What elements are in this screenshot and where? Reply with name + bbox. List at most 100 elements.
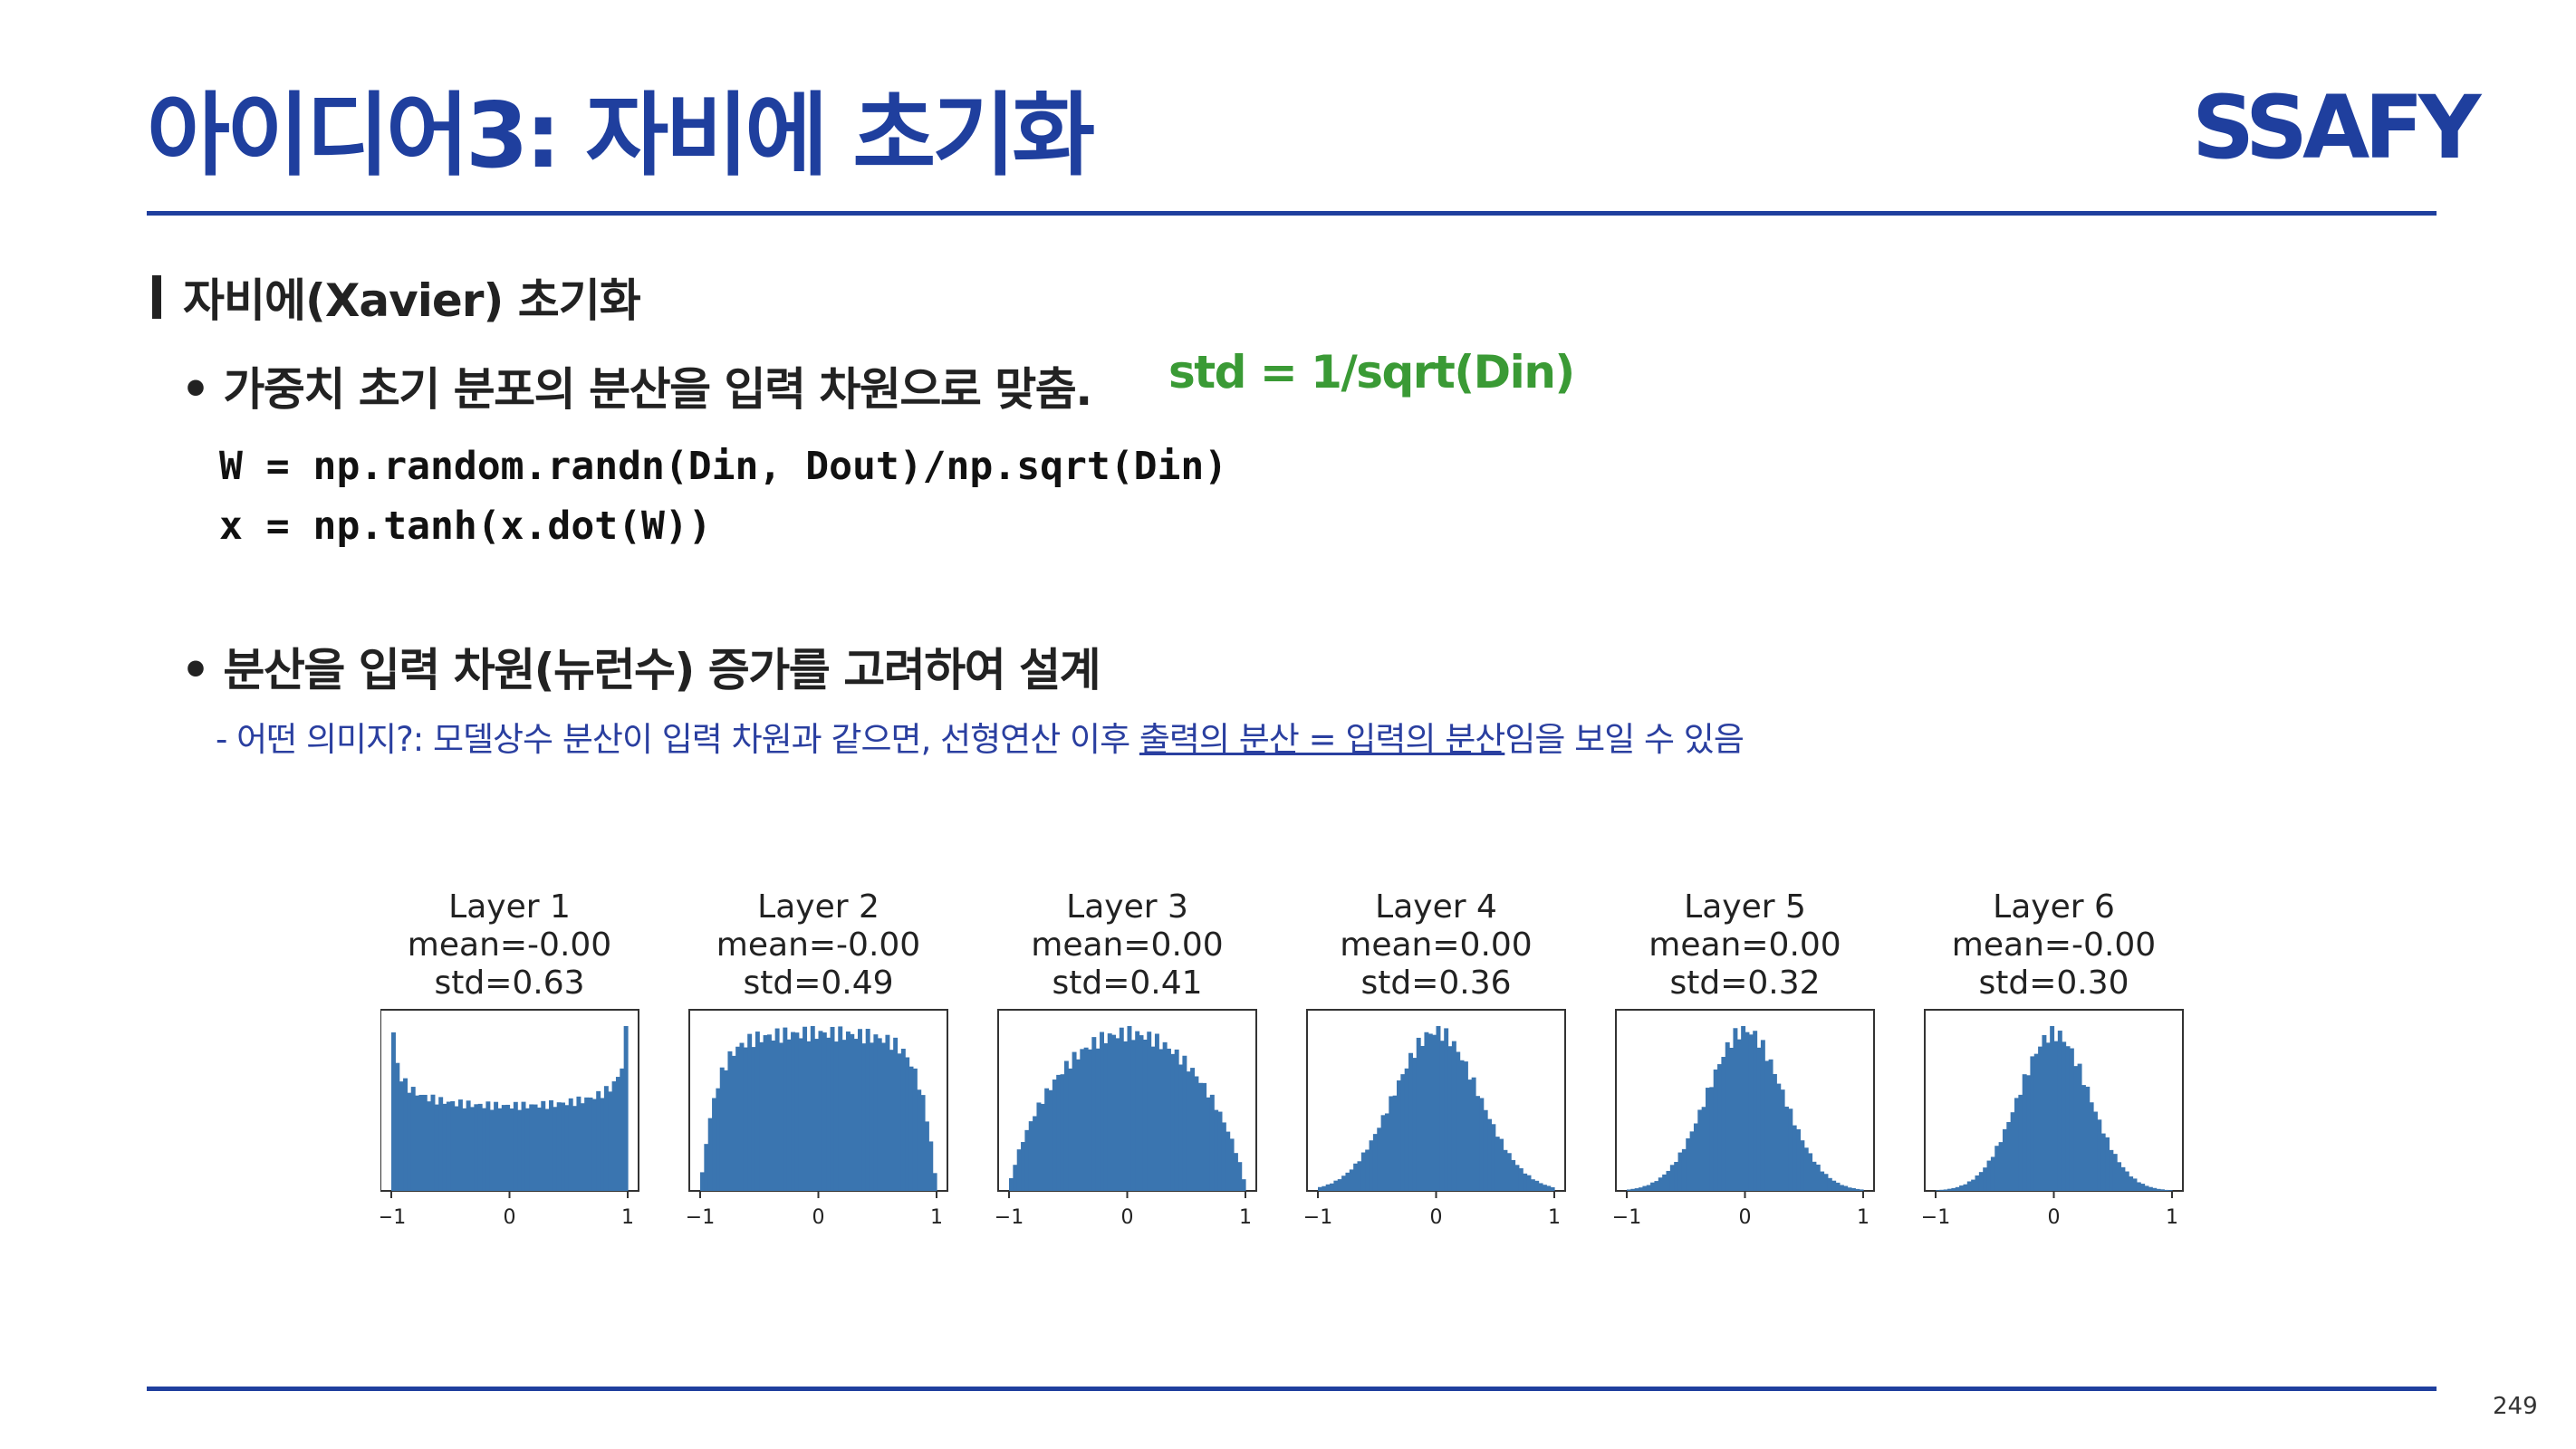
histogram-bar — [1713, 1069, 1718, 1191]
histogram-bar — [391, 1032, 396, 1191]
histogram-bar — [2156, 1188, 2161, 1191]
histogram-bar — [1072, 1051, 1077, 1191]
x-tick-label: 1 — [1548, 1206, 1561, 1229]
histogram-bar — [1511, 1159, 1516, 1191]
histogram-bar — [2109, 1149, 2114, 1191]
bullet-weight-distribution: • 가중치 초기 분포의 분산을 입력 차원으로 맞춤. — [181, 363, 1092, 416]
histogram-bar — [1820, 1171, 1825, 1191]
histogram-bar — [1959, 1185, 1965, 1191]
histogram-bar — [1983, 1167, 1988, 1191]
histogram-bar — [830, 1026, 835, 1191]
histogram-bar — [1674, 1161, 1679, 1191]
histogram-bar — [1456, 1051, 1461, 1191]
histogram-bar — [564, 1105, 570, 1191]
histogram-bar — [608, 1091, 613, 1191]
histogram-bar — [1939, 1189, 1945, 1191]
histogram-bar — [707, 1118, 713, 1191]
histogram-bar — [1360, 1152, 1366, 1191]
histogram-bar — [1330, 1183, 1334, 1191]
histogram-bar — [1815, 1164, 1821, 1191]
histogram-bar — [1550, 1186, 1555, 1191]
histogram-bar — [1630, 1188, 1636, 1191]
x-tick-label: −1 — [380, 1206, 406, 1229]
histogram-bar — [410, 1087, 416, 1191]
histogram-bar — [466, 1100, 471, 1191]
histogram-bar — [897, 1053, 902, 1191]
histogram-bar — [1040, 1103, 1045, 1191]
histogram-bar — [1936, 1190, 1940, 1191]
histogram-bar — [870, 1042, 874, 1191]
svg-text:SSAFY: SSAFY — [2192, 78, 2483, 178]
histogram-bar — [1214, 1109, 1219, 1191]
histogram-bar — [524, 1108, 530, 1191]
histogram-bar — [1709, 1087, 1715, 1191]
histogram-bar — [1998, 1142, 2004, 1191]
histogram-bar — [1119, 1027, 1124, 1191]
histogram-bar — [1384, 1113, 1389, 1191]
histogram-bar — [533, 1104, 538, 1191]
histogram-bar — [735, 1046, 741, 1191]
histogram-bar — [1859, 1189, 1864, 1191]
histogram-bar — [446, 1101, 451, 1191]
histogram-bar — [2097, 1119, 2102, 1191]
code-line-2: x = np.tanh(x.dot(W)) — [219, 504, 712, 549]
histogram-bar — [1194, 1076, 1199, 1191]
histogram-bar — [1127, 1026, 1132, 1191]
histogram-bar — [1088, 1049, 1092, 1191]
histogram-bar — [2050, 1026, 2055, 1191]
histogram-bar — [2136, 1182, 2141, 1191]
histogram-bar — [403, 1078, 408, 1191]
histogram-bar — [1530, 1179, 1535, 1191]
histogram-bar — [1052, 1080, 1057, 1191]
histogram-bar — [1154, 1033, 1159, 1191]
histogram-bar — [1523, 1173, 1528, 1191]
x-tick-label: −1 — [1921, 1206, 1950, 1229]
title-divider — [147, 211, 2437, 216]
histogram-bar — [1764, 1060, 1770, 1191]
histogram-bar — [1345, 1172, 1350, 1191]
histogram-bar — [1721, 1057, 1726, 1191]
histogram-bar — [1060, 1074, 1065, 1191]
histogram-bar — [833, 1041, 839, 1191]
histogram-bar — [2065, 1046, 2071, 1191]
histogram-bar — [1538, 1183, 1543, 1191]
histogram-bar — [1182, 1055, 1187, 1191]
histogram-bar — [418, 1094, 424, 1191]
histogram-bar — [536, 1108, 542, 1191]
x-tick-label: 0 — [504, 1206, 516, 1229]
histogram-bar — [1990, 1156, 1995, 1191]
histogram-bar — [747, 1033, 753, 1191]
histogram-bar — [1792, 1125, 1797, 1191]
histogram-bar — [517, 1109, 523, 1191]
histogram-bar — [2053, 1041, 2059, 1191]
histogram-bar — [1986, 1160, 1992, 1191]
histogram-bar — [1130, 1040, 1136, 1191]
histogram-bar — [623, 1026, 629, 1191]
histogram-bar — [2152, 1187, 2158, 1191]
histogram-bar — [427, 1101, 432, 1191]
histogram-bar — [1780, 1089, 1785, 1191]
histogram-bar — [743, 1047, 748, 1191]
histogram-bar — [791, 1032, 795, 1191]
histogram-bar — [2002, 1128, 2007, 1191]
histogram-bar — [865, 1029, 870, 1191]
histogram-bar — [2132, 1178, 2138, 1191]
histogram-bar — [2085, 1086, 2091, 1191]
histogram-bar — [1499, 1138, 1504, 1191]
histogram-bar — [1322, 1185, 1327, 1191]
histogram-bar — [1760, 1040, 1765, 1191]
histogram-bar — [1186, 1071, 1191, 1191]
histogram-bar — [873, 1034, 879, 1191]
histogram-bar — [1627, 1189, 1631, 1191]
histogram-bar — [751, 1047, 756, 1191]
histogram-bar — [1701, 1107, 1706, 1191]
histogram-bar — [877, 1038, 882, 1191]
histogram-bar — [1479, 1098, 1485, 1191]
histogram-bar — [1514, 1165, 1520, 1191]
histogram-bar — [1190, 1068, 1196, 1191]
histogram-bar — [1748, 1034, 1754, 1191]
histogram-bar — [415, 1095, 420, 1191]
histogram-bar — [489, 1109, 495, 1191]
x-tick-label: 0 — [812, 1206, 825, 1229]
